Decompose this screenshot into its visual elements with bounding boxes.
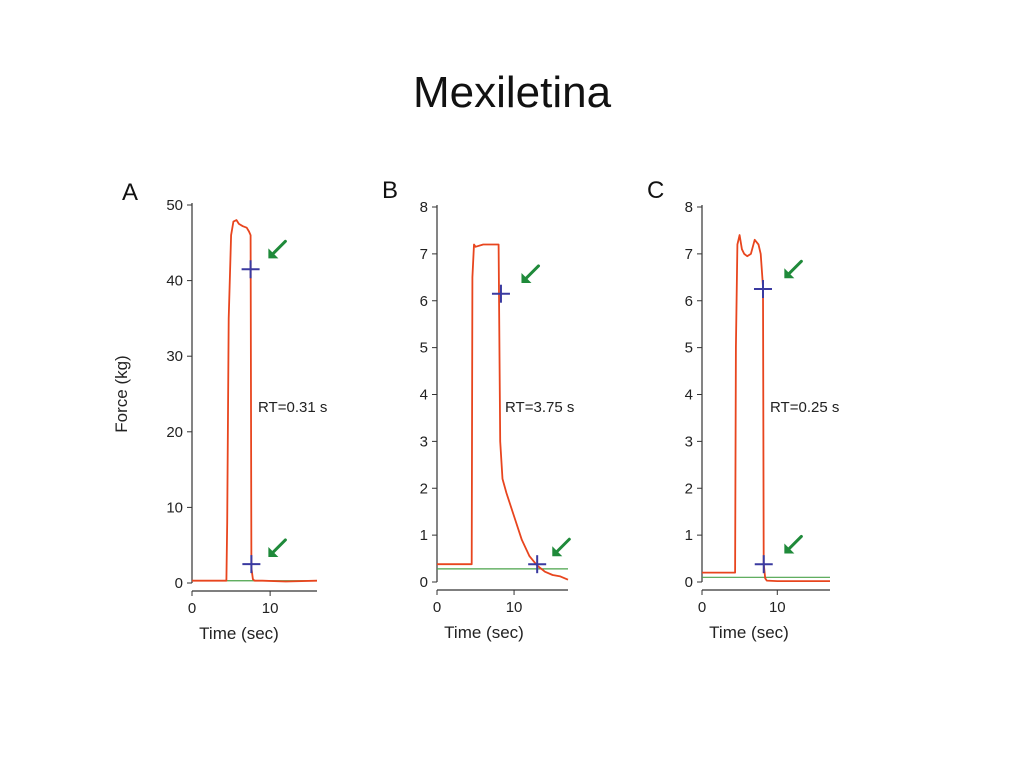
slide-title: Mexiletina (412, 68, 612, 117)
arrow-shaft (269, 538, 287, 556)
rt-annotation: RT=0.25 s (770, 399, 839, 416)
y-tick-label: 3 (420, 433, 428, 450)
arrow-head (552, 546, 563, 557)
y-tick-label: 50 (166, 197, 183, 214)
y-tick-label: 4 (685, 387, 693, 404)
panel-label: C (647, 177, 664, 204)
crosshair-marker (241, 260, 260, 279)
arrow-icon (521, 264, 540, 283)
arrow-head (784, 543, 795, 554)
x-tick-label: 10 (262, 600, 279, 617)
chart-panel-a: A 0 10 20 30 40 50 0 10 Time (sec) Force (kg) RT=0.… (112, 179, 327, 643)
x-tick-label: 0 (433, 599, 441, 616)
x-tick-label: 0 (188, 600, 196, 617)
force-trace (702, 234, 830, 582)
arrow-shaft (553, 537, 571, 555)
y-tick-label: 3 (685, 433, 693, 450)
arrow-head (268, 248, 279, 259)
y-tick-label: 8 (685, 199, 693, 216)
force-trace (192, 219, 318, 583)
y-tick-label: 8 (420, 199, 428, 216)
crosshair-marker (753, 280, 772, 299)
y-tick-label: 1 (420, 527, 428, 544)
y-tick-label: 0 (420, 574, 428, 591)
y-tick-label: 7 (685, 246, 693, 263)
y-tick-label: 4 (420, 387, 428, 404)
arrow-icon (268, 239, 287, 259)
y-tick-label: 6 (420, 293, 428, 310)
y-tick-label: 2 (420, 480, 428, 497)
y-tick-label: 7 (420, 246, 428, 263)
x-tick-label: 0 (698, 599, 706, 616)
arrow-shaft (785, 259, 803, 277)
rt-annotation: RT=0.31 s (258, 399, 327, 416)
arrow-shaft (785, 534, 803, 552)
x-tick-label: 10 (506, 599, 523, 616)
y-tick-label: 40 (166, 273, 183, 290)
arrow-icon (784, 534, 803, 554)
crosshair-marker (528, 555, 547, 574)
arrow-head (784, 268, 795, 279)
chart-panel-b: B 0 1 2 3 4 5 6 7 8 0 10 Time (sec) RT=3.75 s (382, 177, 574, 642)
crosshair-marker (754, 555, 773, 574)
rt-annotation: RT=3.75 s (505, 399, 574, 416)
y-tick-label: 10 (166, 499, 183, 516)
x-axis-label: Time (sec) (199, 624, 279, 643)
panel-label: A (122, 179, 138, 206)
arrow-head (268, 546, 279, 557)
x-axis-label: Time (sec) (444, 623, 524, 642)
arrow-shaft (269, 239, 287, 257)
y-tick-label: 5 (420, 340, 428, 357)
crosshair-marker (242, 555, 261, 574)
y-tick-label: 20 (166, 424, 183, 441)
x-tick-label: 10 (769, 599, 786, 616)
x-axis-label: Time (sec) (709, 623, 789, 642)
y-tick-label: 30 (166, 348, 183, 365)
arrow-shaft (522, 264, 540, 282)
arrow-icon (268, 538, 287, 557)
y-tick-label: 6 (685, 293, 693, 310)
force-trace (437, 243, 569, 581)
y-axis-label: Force (kg) (112, 355, 131, 432)
y-tick-label: 0 (175, 575, 183, 592)
y-tick-label: 1 (685, 527, 693, 544)
panel-label: B (382, 177, 398, 204)
y-tick-label: 0 (685, 574, 693, 591)
crosshair-marker (491, 284, 510, 303)
y-tick-label: 5 (685, 340, 693, 357)
arrow-icon (552, 537, 571, 557)
arrow-icon (784, 259, 803, 279)
arrow-head (521, 272, 532, 283)
chart-panel-c: C 0 1 2 3 4 5 6 7 8 0 10 Time (sec) RT=0.25 s (647, 177, 839, 642)
y-tick-label: 2 (685, 480, 693, 497)
